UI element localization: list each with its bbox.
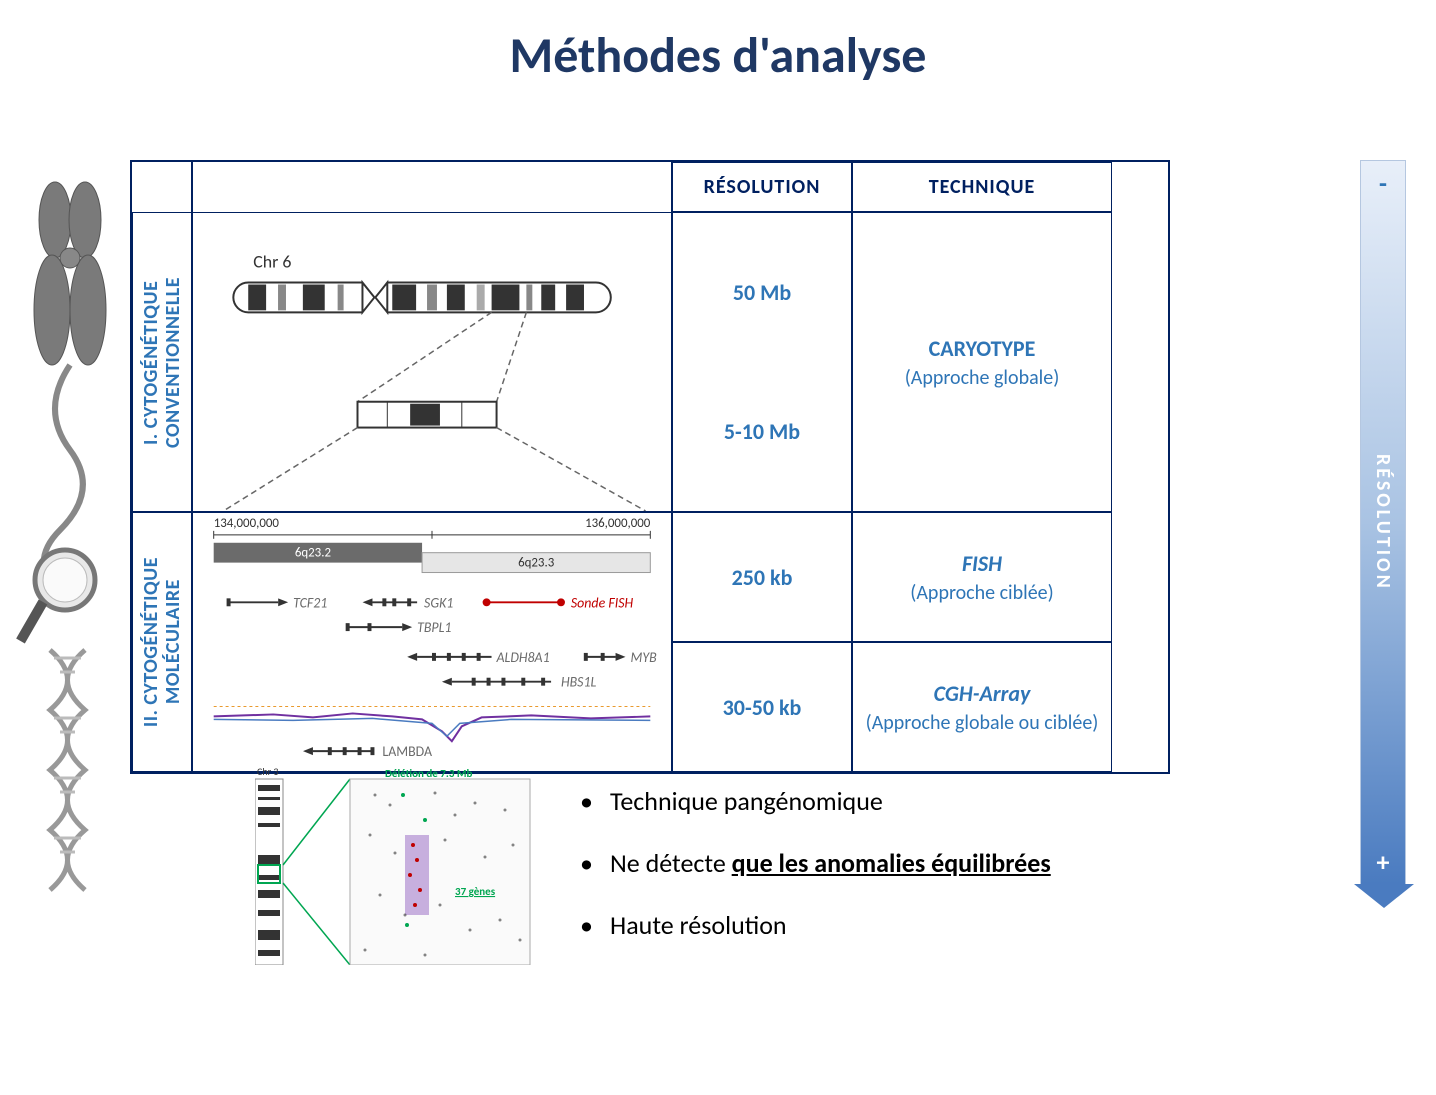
- technique-caryotype: CARYOTYPE (Approche globale): [852, 212, 1112, 512]
- resolution-cgh: 30-50 kb: [672, 642, 852, 772]
- resolution-plus: +: [1377, 846, 1390, 878]
- svg-text:134,000,000: 134,000,000: [214, 516, 280, 531]
- svg-text:Chr 6: Chr 6: [253, 251, 291, 273]
- row-label-molecular: II. CYTOGÉNÉTIQUE MOLÉCULAIRE: [132, 512, 192, 772]
- cgh-scatter-icon: Chr 3: [255, 765, 535, 965]
- bullet-pangenomique: Technique pangénomique: [580, 785, 1051, 817]
- svg-text:ALDH8A1: ALDH8A1: [496, 649, 550, 666]
- bullet-list: Technique pangénomique Ne détecte que le…: [580, 785, 1051, 971]
- svg-text:6q23.2: 6q23.2: [295, 546, 331, 561]
- chromosome-dna-icon: [10, 180, 130, 900]
- svg-text:136,000,000: 136,000,000: [585, 516, 651, 531]
- svg-text:TCF21: TCF21: [293, 594, 327, 611]
- chromosome-ideogram: Chr 6: [193, 213, 671, 511]
- header-resolution: RÉSOLUTION: [672, 162, 852, 212]
- resolution-scale-bar: - RÉSOLUTION +: [1360, 160, 1406, 885]
- methods-table: RÉSOLUTION TECHNIQUE I. CYTOGÉNÉTIQUE CO…: [130, 160, 1170, 774]
- row-label-conventional: I. CYTOGÉNÉTIQUE CONVENTIONNELLE: [132, 212, 192, 512]
- svg-text:MYB: MYB: [630, 649, 657, 666]
- page-title: Méthodes d'analyse: [0, 25, 1436, 86]
- technique-cgh: CGH-Array (Approche globale ou ciblée): [852, 642, 1112, 772]
- left-illustration: [10, 180, 130, 900]
- gene-map-cell: 134,000,000 136,000,000 6q23.2 6q23.3 TC…: [192, 512, 672, 772]
- cgh-array-thumbnail: Chr 3: [255, 765, 535, 965]
- resolution-fish: 250 kb: [672, 512, 852, 642]
- chromosome-diagram-cell: Chr 6: [192, 212, 672, 512]
- svg-text:LAMBDA: LAMBDA: [382, 743, 432, 760]
- resolution-minus: -: [1379, 167, 1387, 199]
- bullet-resolution: Haute résolution: [580, 909, 1051, 941]
- gene-map: 134,000,000 136,000,000 6q23.2 6q23.3 TC…: [193, 513, 671, 771]
- svg-text:Délétion de 7.3 Mb: Délétion de 7.3 Mb: [385, 767, 472, 780]
- technique-fish: FISH (Approche ciblée): [852, 512, 1112, 642]
- resolution-bar-label: RÉSOLUTION: [1371, 454, 1395, 591]
- bullet-anomalies: Ne détecte que les anomalies équilibrées: [580, 847, 1051, 879]
- svg-text:SGK1: SGK1: [424, 594, 453, 611]
- svg-text:6q23.3: 6q23.3: [518, 556, 555, 571]
- svg-text:TBPL1: TBPL1: [417, 619, 451, 636]
- resolution-arrow-tip-icon: [1354, 884, 1414, 908]
- header-technique: TECHNIQUE: [852, 162, 1112, 212]
- svg-text:HBS1L: HBS1L: [561, 674, 596, 691]
- svg-text:37 gènes: 37 gènes: [455, 885, 496, 898]
- svg-text:Sonde FISH: Sonde FISH: [571, 594, 634, 611]
- resolution-conventional: 50 Mb 5-10 Mb: [672, 212, 852, 512]
- svg-text:Chr 3: Chr 3: [257, 765, 278, 778]
